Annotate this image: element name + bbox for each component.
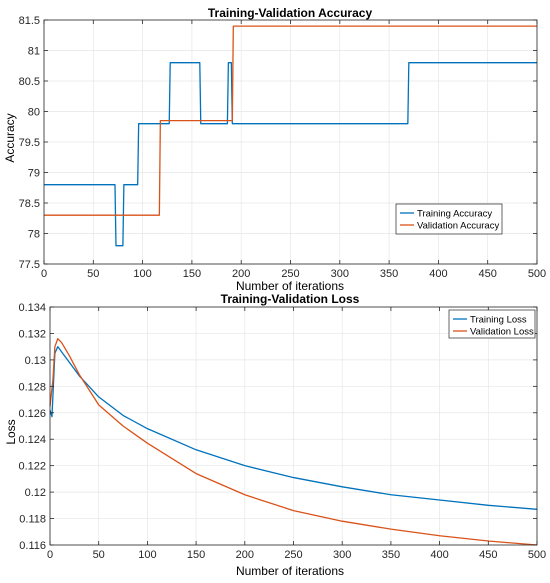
loss-y-tick-label: 0.132 [18, 328, 46, 340]
loss-legend-label: Validation Loss [470, 327, 534, 338]
accuracy-x-tick-label: 500 [528, 268, 546, 280]
accuracy-x-tick-label: 300 [331, 268, 349, 280]
loss-x-tick-label: 250 [284, 549, 302, 561]
accuracy-x-tick-label: 50 [87, 268, 99, 280]
accuracy-y-tick-label: 78 [28, 229, 40, 241]
accuracy-y-tick-label: 80 [28, 107, 40, 119]
accuracy-x-tick-label: 200 [232, 268, 250, 280]
loss-y-tick-label: 0.118 [19, 514, 46, 526]
accuracy-y-tick-label: 81.5 [19, 15, 40, 27]
loss-x-tick-label: 450 [479, 549, 497, 561]
loss-x-tick-label: 150 [187, 549, 205, 561]
loss-x-tick-label: 500 [528, 549, 546, 561]
accuracy-x-tick-label: 150 [183, 268, 201, 280]
accuracy-x-tick-label: 350 [380, 268, 398, 280]
accuracy-y-axis-label: Accuracy [3, 113, 17, 162]
loss-x-tick-label: 350 [382, 549, 400, 561]
accuracy-y-tick-label: 81 [28, 46, 40, 58]
loss-y-axis-label: Loss [4, 419, 18, 444]
loss-y-tick-label: 0.116 [19, 540, 46, 552]
accuracy-y-tick-label: 80.5 [19, 76, 40, 88]
loss-x-tick-label: 100 [138, 549, 156, 561]
accuracy-x-tick-label: 400 [429, 268, 447, 280]
loss-legend-box [448, 309, 536, 339]
loss-x-tick-label: 200 [236, 549, 254, 561]
loss-x-tick-label: 300 [333, 549, 351, 561]
loss-x-tick-label: 50 [93, 549, 105, 561]
loss-x-tick-label: 0 [47, 549, 53, 561]
loss-series-line-0 [49, 346, 538, 510]
loss-x-axis-label: Number of iterations [236, 564, 344, 578]
accuracy-x-tick-label: 0 [41, 268, 47, 280]
loss-x-tick-label: 400 [430, 549, 448, 561]
loss-chart-title: Training-Validation Loss [221, 292, 360, 306]
accuracy-y-tick-label: 78.5 [19, 198, 40, 210]
accuracy-series-line-1 [44, 25, 537, 216]
loss-y-tick-label: 0.128 [18, 381, 46, 393]
loss-y-tick-label: 0.124 [18, 434, 46, 446]
accuracy-x-tick-label: 100 [133, 268, 151, 280]
accuracy-y-tick-label: 77.5 [19, 259, 40, 271]
accuracy-x-tick-label: 450 [479, 268, 497, 280]
loss-plot: 0 50 100 150 200 250 300 350 400 450 500 0.116 0.118… [18, 302, 546, 561]
accuracy-legend-box [395, 203, 503, 235]
accuracy-legend-label: Training Accuracy [417, 209, 492, 220]
loss-y-tick-label: 0.122 [18, 461, 46, 473]
accuracy-x-axis-label: Number of iterations [236, 279, 344, 293]
accuracy-chart-title: Training-Validation Accuracy [208, 6, 373, 20]
loss-y-tick-label: 0.134 [18, 302, 46, 314]
accuracy-legend-label: Validation Accuracy [417, 221, 499, 232]
accuracy-x-tick-label: 250 [281, 268, 299, 280]
loss-legend-label: Training Loss [470, 315, 527, 326]
loss-y-tick-label: 0.126 [18, 408, 46, 420]
accuracy-plot: 0 50 100 150 200 250 300 350 400 450 500 77.5 78 78.5… [19, 15, 547, 280]
loss-y-tick-label: 0.13 [25, 355, 46, 367]
accuracy-series-line-0 [44, 62, 537, 247]
accuracy-y-tick-label: 79 [28, 168, 40, 180]
loss-series-line-1 [49, 338, 538, 546]
accuracy-y-tick-label: 79.5 [19, 137, 40, 149]
loss-y-tick-label: 0.12 [25, 487, 46, 499]
